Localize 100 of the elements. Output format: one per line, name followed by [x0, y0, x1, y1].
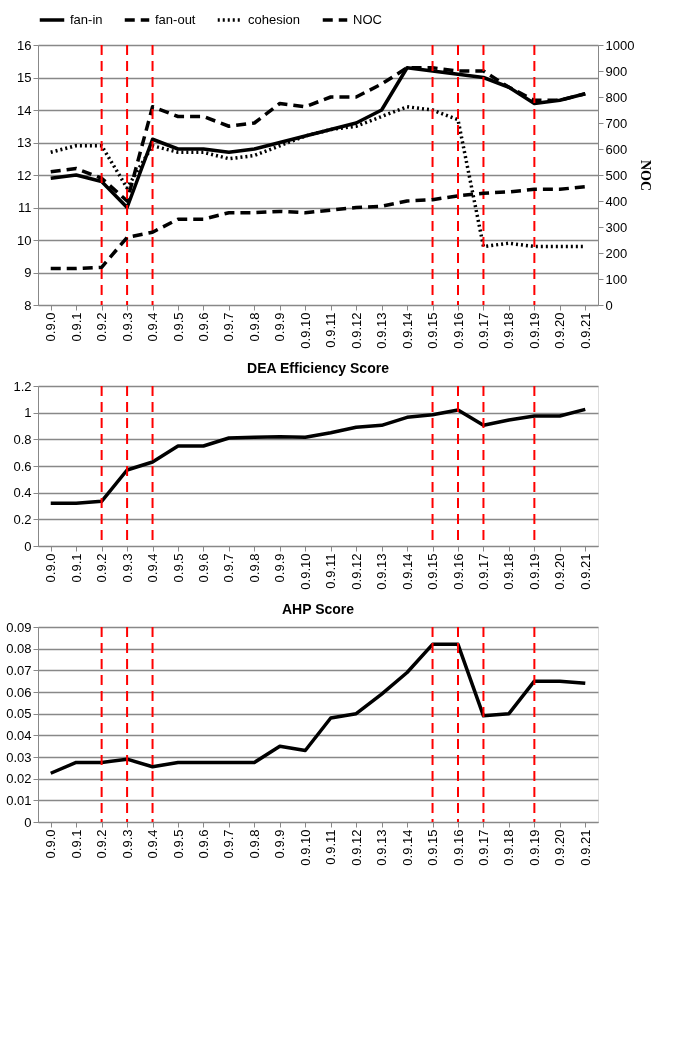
y2-tick-label: 0 [605, 297, 613, 313]
x-tick-label: 0.9.12 [348, 312, 364, 349]
legend-label: cohesion [248, 12, 301, 27]
x-tick-label: 0.9.10 [297, 553, 313, 590]
y2-tick-label: 500 [605, 167, 628, 183]
y-tick-label: 10 [17, 232, 32, 248]
x-tick-label: 0.9.18 [501, 829, 517, 866]
y-tick-label: 15 [17, 70, 32, 85]
chart-title: DEA Efficiency Score [247, 360, 390, 376]
y-tick-label: 13 [17, 135, 32, 150]
y-tick-label: 0.4 [13, 485, 32, 501]
x-tick-label: 0.9.18 [501, 312, 517, 349]
y-tick-label: 0.02 [6, 771, 32, 787]
y-tick-label: 12 [17, 167, 32, 183]
legend-label: fan-out [155, 12, 196, 27]
y-tick-label: 14 [17, 102, 32, 118]
x-tick-label: 0.9.5 [170, 829, 186, 859]
x-tick-label: 0.9.7 [221, 312, 237, 342]
y2-tick-label: 100 [605, 271, 628, 287]
x-tick-label: 0.9.2 [94, 829, 110, 859]
y-tick-label: 11 [18, 200, 32, 215]
x-tick-label: 0.9.13 [374, 829, 390, 866]
x-tick-label: 0.9.5 [170, 312, 186, 342]
y-tick-label: 0 [24, 814, 32, 830]
legend-label: NOC [353, 12, 382, 27]
x-tick-label: 0.9.0 [43, 553, 59, 583]
y2-tick-label: 800 [605, 89, 628, 105]
x-tick-label: 0.9.21 [577, 553, 593, 590]
x-tick-label: 0.9.15 [425, 829, 441, 866]
x-tick-label: 0.9.11 [323, 829, 339, 865]
x-tick-label: 0.9.3 [119, 829, 135, 859]
x-tick-label: 0.9.7 [221, 553, 237, 583]
x-tick-label: 0.9.3 [119, 553, 135, 583]
y-tick-label: 0.08 [6, 641, 32, 657]
y-tick-label: 1 [24, 405, 32, 421]
x-tick-label: 0.9.20 [552, 312, 568, 349]
y-tick-label: 1.2 [13, 378, 32, 394]
x-tick-label: 0.9.20 [552, 553, 568, 590]
y-tick-label: 0.01 [6, 792, 32, 808]
x-tick-label: 0.9.14 [399, 312, 415, 349]
x-tick-label: 0.9.12 [348, 553, 364, 590]
x-tick-label: 0.9.5 [170, 553, 186, 583]
x-tick-label: 0.9.8 [246, 829, 262, 859]
x-tick-label: 0.9.14 [399, 829, 415, 866]
x-tick-label: 0.9.4 [145, 829, 161, 859]
y-tick-label: 0.06 [6, 684, 32, 700]
x-tick-label: 0.9.11 [323, 553, 339, 589]
x-tick-label: 0.9.4 [145, 312, 161, 342]
x-tick-label: 0.9.16 [450, 312, 466, 349]
x-tick-label: 0.9.13 [374, 553, 390, 590]
y2-tick-label: 400 [605, 193, 628, 209]
x-tick-label: 0.9.0 [43, 829, 59, 859]
y2-tick-label: 200 [605, 245, 628, 261]
x-tick-label: 0.9.9 [272, 312, 288, 342]
y-tick-label: 9 [24, 265, 32, 280]
x-tick-label: 0.9.10 [297, 829, 313, 866]
line-series [48, 407, 588, 506]
x-tick-label: 0.9.6 [195, 312, 211, 342]
x-tick-label: 0.9.0 [43, 312, 59, 342]
x-tick-label: 0.9.19 [526, 829, 542, 866]
x-tick-label: 0.9.8 [246, 312, 262, 342]
line-series [48, 642, 588, 775]
x-tick-label: 0.9.17 [475, 829, 491, 866]
y2-axis-title: NOC [638, 159, 654, 192]
x-tick-label: 0.9.15 [425, 553, 441, 590]
x-tick-label: 0.9.11 [323, 312, 339, 348]
y2-tick-label: 300 [605, 219, 628, 235]
x-tick-label: 0.9.12 [348, 829, 364, 866]
x-tick-label: 0.9.10 [297, 312, 313, 349]
y2-tick-label: 700 [605, 115, 628, 131]
chart-title: AHP Score [281, 601, 355, 617]
x-tick-label: 0.9.1 [68, 312, 84, 342]
y-tick-label: 0.05 [6, 706, 32, 722]
y-tick-label: 0.07 [6, 662, 32, 678]
x-tick-label: 0.9.2 [94, 553, 110, 583]
x-tick-label: 0.9.6 [195, 829, 211, 859]
y-tick-label: 0.6 [13, 458, 32, 474]
x-tick-label: 0.9.19 [526, 553, 542, 590]
y2-tick-label: 1000 [605, 37, 635, 53]
x-tick-label: 0.9.19 [526, 312, 542, 349]
x-tick-label: 0.9.9 [272, 553, 288, 583]
x-tick-label: 0.9.3 [119, 312, 135, 342]
y-tick-label: 0.09 [6, 619, 32, 635]
x-tick-label: 0.9.9 [272, 829, 288, 859]
y2-tick-label: 600 [605, 141, 628, 157]
x-tick-label: 0.9.21 [577, 312, 593, 349]
x-tick-label: 0.9.1 [68, 553, 84, 583]
y-tick-label: 0.03 [6, 749, 32, 765]
x-tick-label: 0.9.7 [221, 829, 237, 859]
x-tick-label: 0.9.18 [501, 553, 517, 590]
x-tick-label: 0.9.20 [552, 829, 568, 866]
x-tick-label: 0.9.17 [475, 553, 491, 590]
x-tick-label: 0.9.4 [145, 553, 161, 583]
x-tick-label: 0.9.2 [94, 312, 110, 342]
y-tick-label: 8 [24, 297, 32, 313]
x-tick-label: 0.9.16 [450, 829, 466, 866]
x-tick-label: 0.9.21 [577, 829, 593, 866]
y-tick-label: 16 [17, 37, 32, 53]
x-tick-label: 0.9.17 [475, 312, 491, 349]
y-tick-label: 0.2 [13, 511, 32, 527]
